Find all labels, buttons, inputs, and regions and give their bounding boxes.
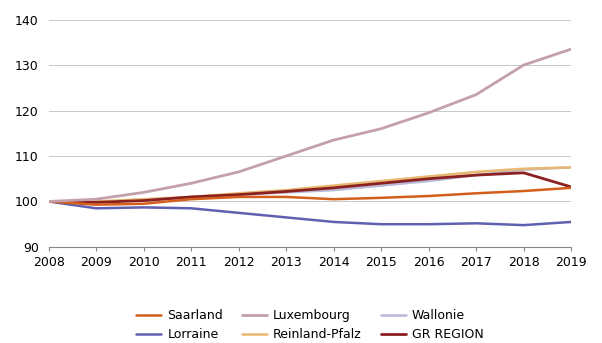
GR REGION <box>235 193 242 197</box>
Wallonie <box>425 179 432 183</box>
Saarland <box>187 197 194 201</box>
Line: Lorraine: Lorraine <box>49 201 571 225</box>
Lorraine <box>377 222 385 226</box>
Saarland <box>520 189 527 193</box>
GR REGION <box>330 186 337 190</box>
GR REGION <box>93 200 100 204</box>
Luxembourg <box>282 154 290 158</box>
Reinland-Pfalz <box>425 174 432 178</box>
Wallonie <box>520 168 527 172</box>
Lorraine <box>235 211 242 215</box>
Lorraine <box>568 220 575 224</box>
Luxembourg <box>45 199 52 203</box>
Lorraine <box>45 199 52 203</box>
Wallonie <box>93 199 100 203</box>
Reinland-Pfalz <box>140 197 147 201</box>
GR REGION <box>568 185 575 189</box>
Lorraine <box>93 206 100 210</box>
Luxembourg <box>187 181 194 185</box>
Saarland <box>45 199 52 203</box>
Wallonie <box>568 165 575 169</box>
Saarland <box>330 197 337 201</box>
Reinland-Pfalz <box>235 191 242 196</box>
Wallonie <box>473 173 480 177</box>
Luxembourg <box>473 93 480 97</box>
Saarland <box>377 196 385 200</box>
Luxembourg <box>568 47 575 51</box>
Wallonie <box>235 193 242 197</box>
Reinland-Pfalz <box>568 165 575 169</box>
Reinland-Pfalz <box>377 179 385 183</box>
Saarland <box>568 186 575 190</box>
Reinland-Pfalz <box>473 170 480 174</box>
Lorraine <box>140 205 147 210</box>
Reinland-Pfalz <box>520 167 527 171</box>
Line: GR REGION: GR REGION <box>49 173 571 202</box>
Line: Reinland-Pfalz: Reinland-Pfalz <box>49 167 571 201</box>
Wallonie <box>45 199 52 203</box>
GR REGION <box>140 199 147 203</box>
Luxembourg <box>330 138 337 142</box>
Legend: Saarland, Lorraine, Luxembourg, Reinland-Pfalz, Wallonie, GR REGION: Saarland, Lorraine, Luxembourg, Reinland… <box>131 304 489 343</box>
Line: Wallonie: Wallonie <box>49 167 571 201</box>
Reinland-Pfalz <box>282 188 290 192</box>
Saarland <box>93 203 100 207</box>
Lorraine <box>473 221 480 225</box>
Saarland <box>473 191 480 196</box>
Saarland <box>140 202 147 206</box>
Lorraine <box>282 215 290 220</box>
GR REGION <box>282 189 290 193</box>
Luxembourg <box>140 190 147 194</box>
Wallonie <box>140 199 147 203</box>
GR REGION <box>520 171 527 175</box>
GR REGION <box>187 195 194 199</box>
Wallonie <box>330 188 337 192</box>
Lorraine <box>425 222 432 226</box>
Reinland-Pfalz <box>330 184 337 188</box>
Wallonie <box>282 190 290 194</box>
Wallonie <box>377 184 385 188</box>
GR REGION <box>45 199 52 203</box>
Line: Luxembourg: Luxembourg <box>49 49 571 201</box>
Saarland <box>235 195 242 199</box>
GR REGION <box>425 177 432 181</box>
Saarland <box>425 194 432 198</box>
Reinland-Pfalz <box>93 199 100 203</box>
Lorraine <box>187 206 194 210</box>
Lorraine <box>330 220 337 224</box>
Wallonie <box>187 196 194 200</box>
Luxembourg <box>235 170 242 174</box>
Line: Saarland: Saarland <box>49 188 571 205</box>
Saarland <box>282 195 290 199</box>
Reinland-Pfalz <box>187 195 194 199</box>
GR REGION <box>377 181 385 185</box>
Luxembourg <box>377 127 385 131</box>
Luxembourg <box>425 111 432 115</box>
Luxembourg <box>93 197 100 201</box>
GR REGION <box>473 173 480 177</box>
Luxembourg <box>520 63 527 67</box>
Lorraine <box>520 223 527 227</box>
Reinland-Pfalz <box>45 199 52 203</box>
